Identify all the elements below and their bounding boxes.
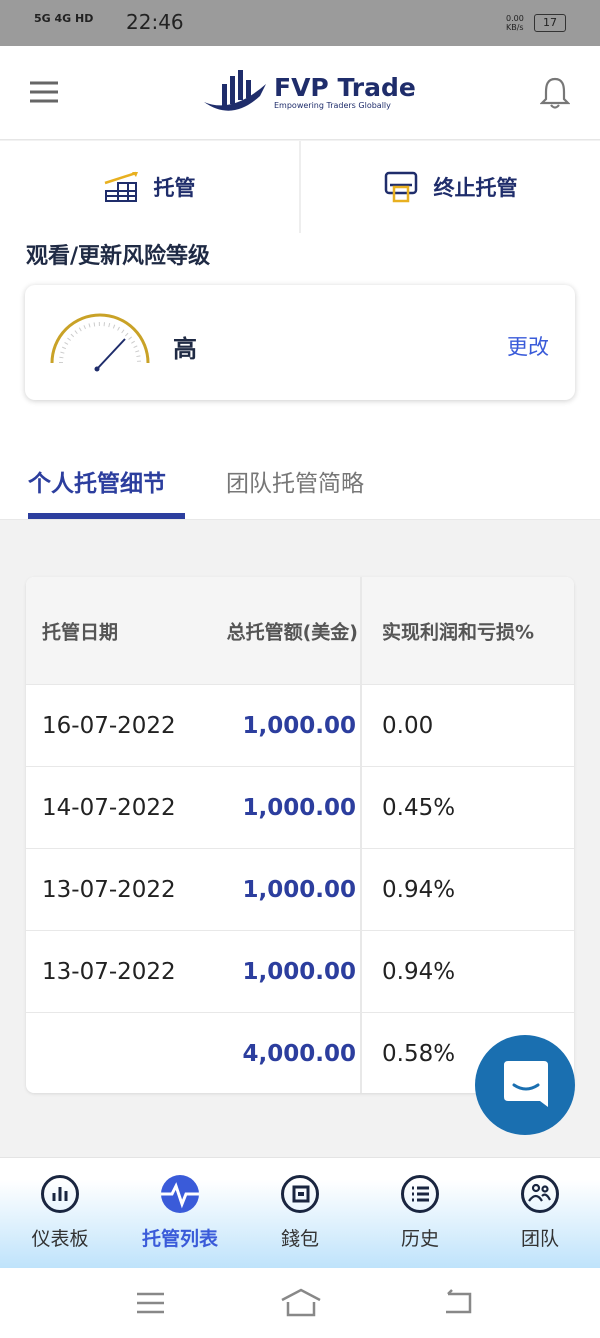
nav-dashboard[interactable]: 仪表板 xyxy=(0,1158,120,1268)
net-speed: 0.00 KB/s xyxy=(506,14,524,32)
network-indicator: 5G 4G HD xyxy=(34,12,94,25)
battery-indicator: 17 xyxy=(534,14,566,32)
cell-pnl: 0.94% xyxy=(382,958,456,985)
table-row: 14-07-2022 1,000.00 0.45% xyxy=(26,767,574,849)
nav-escrow-list[interactable]: 托管列表 xyxy=(120,1158,240,1268)
change-risk-link[interactable]: 更改 xyxy=(507,335,549,359)
nav-label: 团队 xyxy=(520,1228,559,1250)
col-pnl: 实现利润和亏损% xyxy=(382,621,535,643)
cell-amount: 1,000.00 xyxy=(242,794,357,821)
bell-icon[interactable] xyxy=(540,76,570,110)
table-row: 13-07-2022 1,000.00 0.94% xyxy=(26,931,574,1013)
system-nav-bar xyxy=(0,1268,600,1338)
risk-level-value: 高 xyxy=(173,335,197,363)
brand-logo: FVP Trade Empowering Traders Globally xyxy=(202,66,416,118)
cell-amount: 1,000.00 xyxy=(242,712,357,739)
pulse-icon xyxy=(161,1175,199,1213)
terminate-card-icon xyxy=(384,171,417,203)
tab-bar: 个人托管细节 团队托管简略 xyxy=(0,458,600,520)
back-icon[interactable] xyxy=(442,1288,474,1316)
cell-total-amount: 4,000.00 xyxy=(242,1041,357,1067)
column-divider xyxy=(360,577,362,1093)
cell-amount: 1,000.00 xyxy=(242,876,357,903)
escrow-button[interactable]: 托管 xyxy=(0,141,299,233)
team-icon xyxy=(521,1175,559,1213)
chat-icon xyxy=(504,1061,548,1107)
nav-label: 仪表板 xyxy=(31,1228,89,1250)
nav-wallet[interactable]: 錢包 xyxy=(240,1158,360,1268)
nav-history[interactable]: 历史 xyxy=(360,1158,480,1268)
cell-date: 16-07-2022 xyxy=(42,712,176,739)
tab-team-escrow[interactable]: 团队托管简略 xyxy=(226,471,364,497)
cell-pnl: 0.45% xyxy=(382,794,456,821)
terminate-escrow-button[interactable]: 终止托管 xyxy=(299,141,600,233)
bottom-nav: 仪表板 托管列表 錢包 历史 团队 xyxy=(0,1157,600,1268)
cell-date: 13-07-2022 xyxy=(42,876,176,903)
table-row: 16-07-2022 1,000.00 0.00 xyxy=(26,685,574,767)
recents-icon[interactable] xyxy=(136,1292,166,1314)
cell-pnl: 0.00 xyxy=(382,712,434,739)
history-list-icon xyxy=(401,1175,439,1213)
cell-amount: 1,000.00 xyxy=(242,958,357,985)
cell-total-pnl: 0.58% xyxy=(382,1041,456,1067)
nav-team[interactable]: 团队 xyxy=(480,1158,600,1268)
app-header: FVP Trade Empowering Traders Globally xyxy=(0,46,600,140)
hamburger-icon[interactable] xyxy=(30,81,60,103)
nav-label: 錢包 xyxy=(280,1228,319,1250)
cell-date: 13-07-2022 xyxy=(42,958,176,985)
table-header: 托管日期 总托管额(美金) 实现利润和亏损% xyxy=(26,577,574,685)
col-date: 托管日期 xyxy=(42,621,119,643)
wallet-icon xyxy=(281,1175,319,1213)
gauge-icon xyxy=(50,313,150,372)
cell-pnl: 0.94% xyxy=(382,876,456,903)
brand-tagline: Empowering Traders Globally xyxy=(274,100,391,110)
home-icon[interactable] xyxy=(280,1288,322,1318)
chat-button[interactable] xyxy=(475,1035,575,1135)
nav-label: 历史 xyxy=(400,1228,439,1250)
col-amount: 总托管额(美金) xyxy=(226,621,358,643)
active-tab-indicator xyxy=(28,513,185,519)
risk-level-card: 高 更改 xyxy=(25,285,575,400)
growth-chart-icon xyxy=(104,171,138,202)
status-bar: 5G 4G HD 22:46 0.00 KB/s 17 xyxy=(0,0,600,46)
action-bar: 托管 终止托管 xyxy=(0,141,600,233)
risk-section-title: 观看/更新风险等级 xyxy=(26,244,211,269)
brand-name: FVP Trade xyxy=(274,72,416,102)
terminate-escrow-label: 终止托管 xyxy=(433,176,518,200)
logo-icon xyxy=(204,70,266,111)
dashboard-icon xyxy=(41,1175,79,1213)
escrow-table: 托管日期 总托管额(美金) 实现利润和亏损% 16-07-2022 1,000.0… xyxy=(26,577,574,1093)
cell-date: 14-07-2022 xyxy=(42,794,176,821)
tab-personal-escrow[interactable]: 个人托管细节 xyxy=(28,471,166,497)
nav-label: 托管列表 xyxy=(141,1228,218,1250)
escrow-label: 托管 xyxy=(153,176,196,200)
table-row: 13-07-2022 1,000.00 0.94% xyxy=(26,849,574,931)
clock: 22:46 xyxy=(126,10,184,34)
table-total-row: 4,000.00 0.58% xyxy=(26,1013,574,1093)
